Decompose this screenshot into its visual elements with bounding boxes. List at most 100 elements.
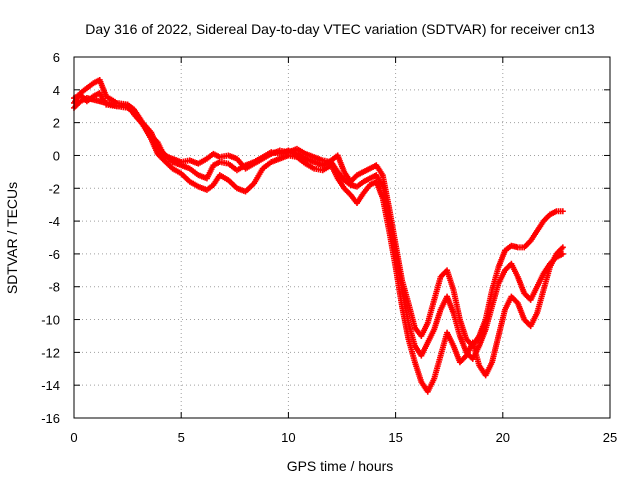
data-marker: [168, 164, 175, 171]
chart-title: Day 316 of 2022, Sidereal Day-to-day VTE…: [85, 21, 595, 37]
data-marker: [88, 94, 95, 101]
data-marker: [520, 288, 527, 295]
x-tick-label: 5: [178, 430, 185, 445]
y-tick-label: -10: [41, 313, 60, 328]
data-marker: [533, 229, 540, 236]
data-marker: [249, 181, 256, 188]
data-marker: [300, 149, 307, 156]
series-trace-3: [71, 90, 566, 362]
data-marker: [102, 99, 109, 106]
data-marker: [82, 86, 89, 93]
data-marker: [359, 191, 366, 198]
data-marker: [257, 156, 264, 163]
data-marker: [558, 245, 565, 252]
data-marker: [326, 158, 333, 165]
data-marker: [533, 311, 540, 318]
data-marker: [456, 330, 463, 337]
data-marker: [232, 155, 239, 162]
data-marker: [333, 167, 340, 174]
series-trace-2: [71, 95, 566, 395]
data-marker: [494, 266, 501, 273]
data-marker: [475, 334, 482, 341]
y-tick-label: -16: [41, 411, 60, 426]
data-marker: [539, 272, 546, 279]
data-marker: [551, 209, 558, 216]
data-marker: [481, 328, 488, 335]
data-marker: [167, 155, 174, 162]
data-marker: [449, 340, 456, 347]
data-marker: [449, 308, 456, 315]
data-marker: [232, 183, 239, 190]
data-marker: [411, 357, 418, 364]
data-marker: [430, 377, 437, 384]
y-tick-label: -8: [48, 280, 60, 295]
data-marker: [352, 183, 359, 190]
data-marker: [475, 344, 482, 351]
data-marker: [411, 340, 418, 347]
data-marker: [223, 176, 230, 183]
data-marker: [309, 164, 316, 171]
data-marker: [345, 180, 352, 187]
data-marker: [193, 182, 200, 189]
data-marker: [291, 153, 298, 160]
data-marker: [520, 314, 527, 321]
data-marker: [309, 153, 316, 160]
data-marker: [266, 160, 273, 167]
data-marker: [501, 308, 508, 315]
data-marker: [138, 119, 145, 126]
data-marker: [533, 285, 540, 292]
data-marker: [122, 101, 129, 108]
data-marker: [501, 249, 508, 256]
x-tick-labels: 0 5 10 15 20 25: [70, 430, 617, 445]
data-marker: [430, 328, 437, 335]
y-tick-labels: 6 4 2 0 -2 -4 -6 -8 -10 -12 -14 -16: [41, 50, 60, 426]
y-axis-label: SDTVAR / TECUs: [4, 182, 20, 294]
data-marker: [258, 167, 265, 174]
data-series-group: [71, 76, 566, 395]
data-marker: [488, 305, 495, 312]
grid: [74, 57, 610, 418]
data-marker: [423, 341, 430, 348]
data-marker: [185, 177, 192, 184]
data-marker: [513, 272, 520, 279]
data-marker: [153, 148, 160, 155]
data-marker: [202, 156, 209, 163]
data-marker: [317, 156, 324, 163]
data-marker: [462, 334, 469, 341]
y-tick-label: 0: [53, 148, 60, 163]
data-marker: [378, 170, 385, 177]
y-tick-label: -12: [41, 345, 60, 360]
x-tick-label: 0: [70, 430, 77, 445]
x-tick-label: 20: [496, 430, 510, 445]
data-marker: [385, 212, 392, 219]
y-tick-label: 4: [53, 83, 60, 98]
data-marker: [129, 109, 136, 116]
data-marker: [558, 251, 565, 258]
data-marker: [462, 353, 469, 360]
y-tick-label: -4: [48, 214, 60, 229]
data-marker: [449, 285, 456, 292]
data-marker: [378, 181, 385, 188]
x-tick-label: 25: [603, 430, 617, 445]
data-marker: [266, 151, 273, 158]
data-marker: [539, 289, 546, 296]
data-marker: [95, 97, 102, 104]
plot-frame: [73, 56, 611, 419]
data-marker: [501, 269, 508, 276]
data-marker: [339, 175, 346, 182]
tick-marks: [73, 56, 611, 419]
y-tick-label: -6: [48, 247, 60, 262]
data-marker: [430, 298, 437, 305]
data-marker: [249, 161, 256, 168]
data-marker: [436, 308, 443, 315]
data-marker: [513, 298, 520, 305]
data-marker: [423, 321, 430, 328]
data-marker: [193, 170, 200, 177]
data-marker: [275, 156, 282, 163]
data-marker: [494, 282, 501, 289]
data-marker: [88, 81, 95, 88]
data-marker: [365, 166, 372, 173]
y-tick-label: -2: [48, 181, 60, 196]
data-marker: [185, 164, 192, 171]
